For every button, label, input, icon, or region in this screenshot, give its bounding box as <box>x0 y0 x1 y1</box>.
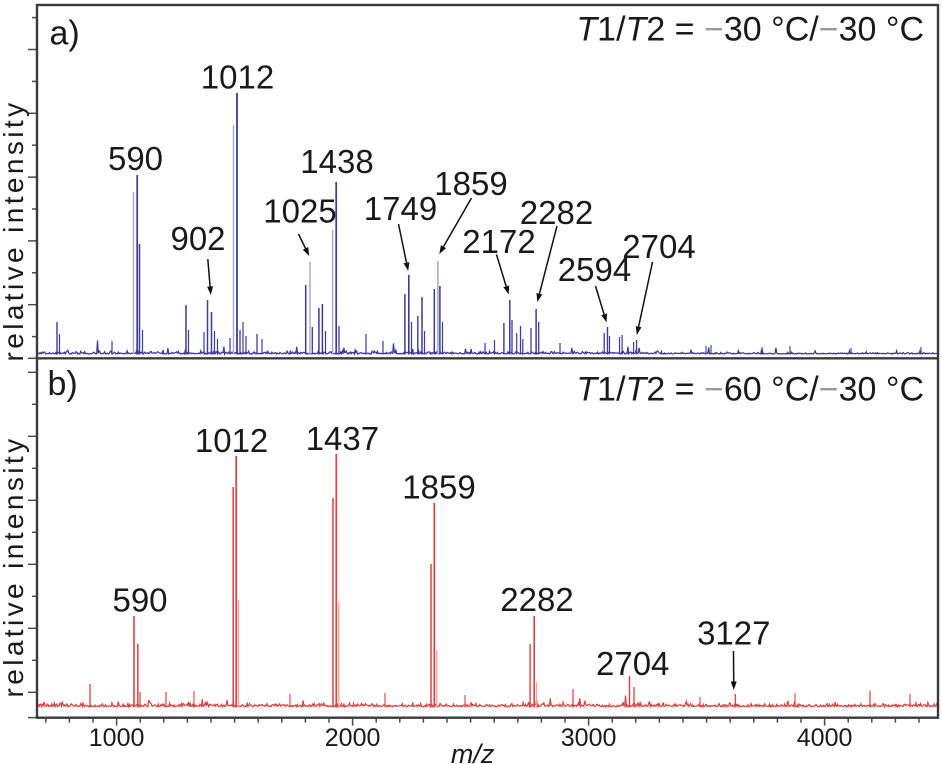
svg-text:590: 590 <box>108 140 163 177</box>
svg-text:T1/T2 = −30 °C/−30 °C: T1/T2 = −30 °C/−30 °C <box>576 11 924 49</box>
svg-text:a): a) <box>50 15 80 53</box>
svg-text:2282: 2282 <box>500 581 573 618</box>
svg-text:b): b) <box>48 365 78 403</box>
svg-text:590: 590 <box>112 582 167 619</box>
svg-text:1437: 1437 <box>306 420 379 457</box>
svg-text:3000: 3000 <box>561 724 617 752</box>
svg-text:2000: 2000 <box>325 724 381 752</box>
svg-text:1000: 1000 <box>89 724 145 752</box>
svg-text:relative intensity: relative intensity <box>0 100 29 362</box>
svg-text:relative intensity: relative intensity <box>0 436 29 698</box>
svg-text:3127: 3127 <box>697 615 770 652</box>
svg-text:T1/T2 = −60 °C/−30 °C: T1/T2 = −60 °C/−30 °C <box>576 371 924 409</box>
svg-text:1859: 1859 <box>402 469 475 506</box>
svg-text:1438: 1438 <box>300 143 373 180</box>
svg-text:m/z: m/z <box>451 739 495 764</box>
svg-text:2594: 2594 <box>558 251 631 288</box>
svg-text:1859: 1859 <box>434 165 507 202</box>
svg-text:4000: 4000 <box>797 724 853 752</box>
svg-text:2282: 2282 <box>520 194 593 231</box>
svg-text:1749: 1749 <box>364 190 437 227</box>
svg-text:1025: 1025 <box>263 193 336 230</box>
svg-text:2704: 2704 <box>596 645 669 682</box>
svg-text:1012: 1012 <box>201 59 274 96</box>
svg-text:902: 902 <box>170 220 225 257</box>
svg-text:1012: 1012 <box>195 422 268 459</box>
svg-text:2172: 2172 <box>462 223 535 260</box>
svg-text:2704: 2704 <box>622 228 695 265</box>
